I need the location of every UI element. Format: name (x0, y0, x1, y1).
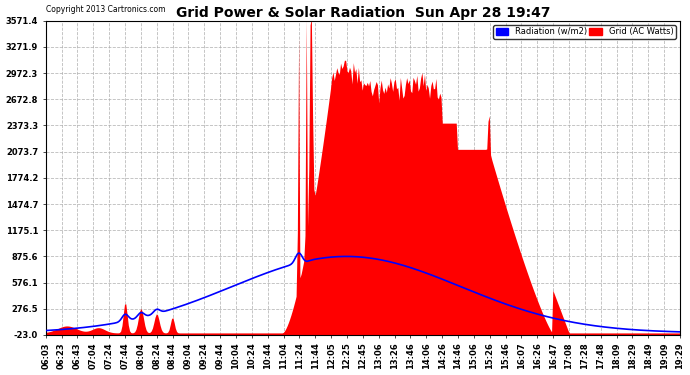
Title: Grid Power & Solar Radiation  Sun Apr 28 19:47: Grid Power & Solar Radiation Sun Apr 28 … (175, 6, 550, 20)
Text: Copyright 2013 Cartronics.com: Copyright 2013 Cartronics.com (46, 6, 165, 15)
Legend: Radiation (w/m2), Grid (AC Watts): Radiation (w/m2), Grid (AC Watts) (493, 25, 676, 39)
